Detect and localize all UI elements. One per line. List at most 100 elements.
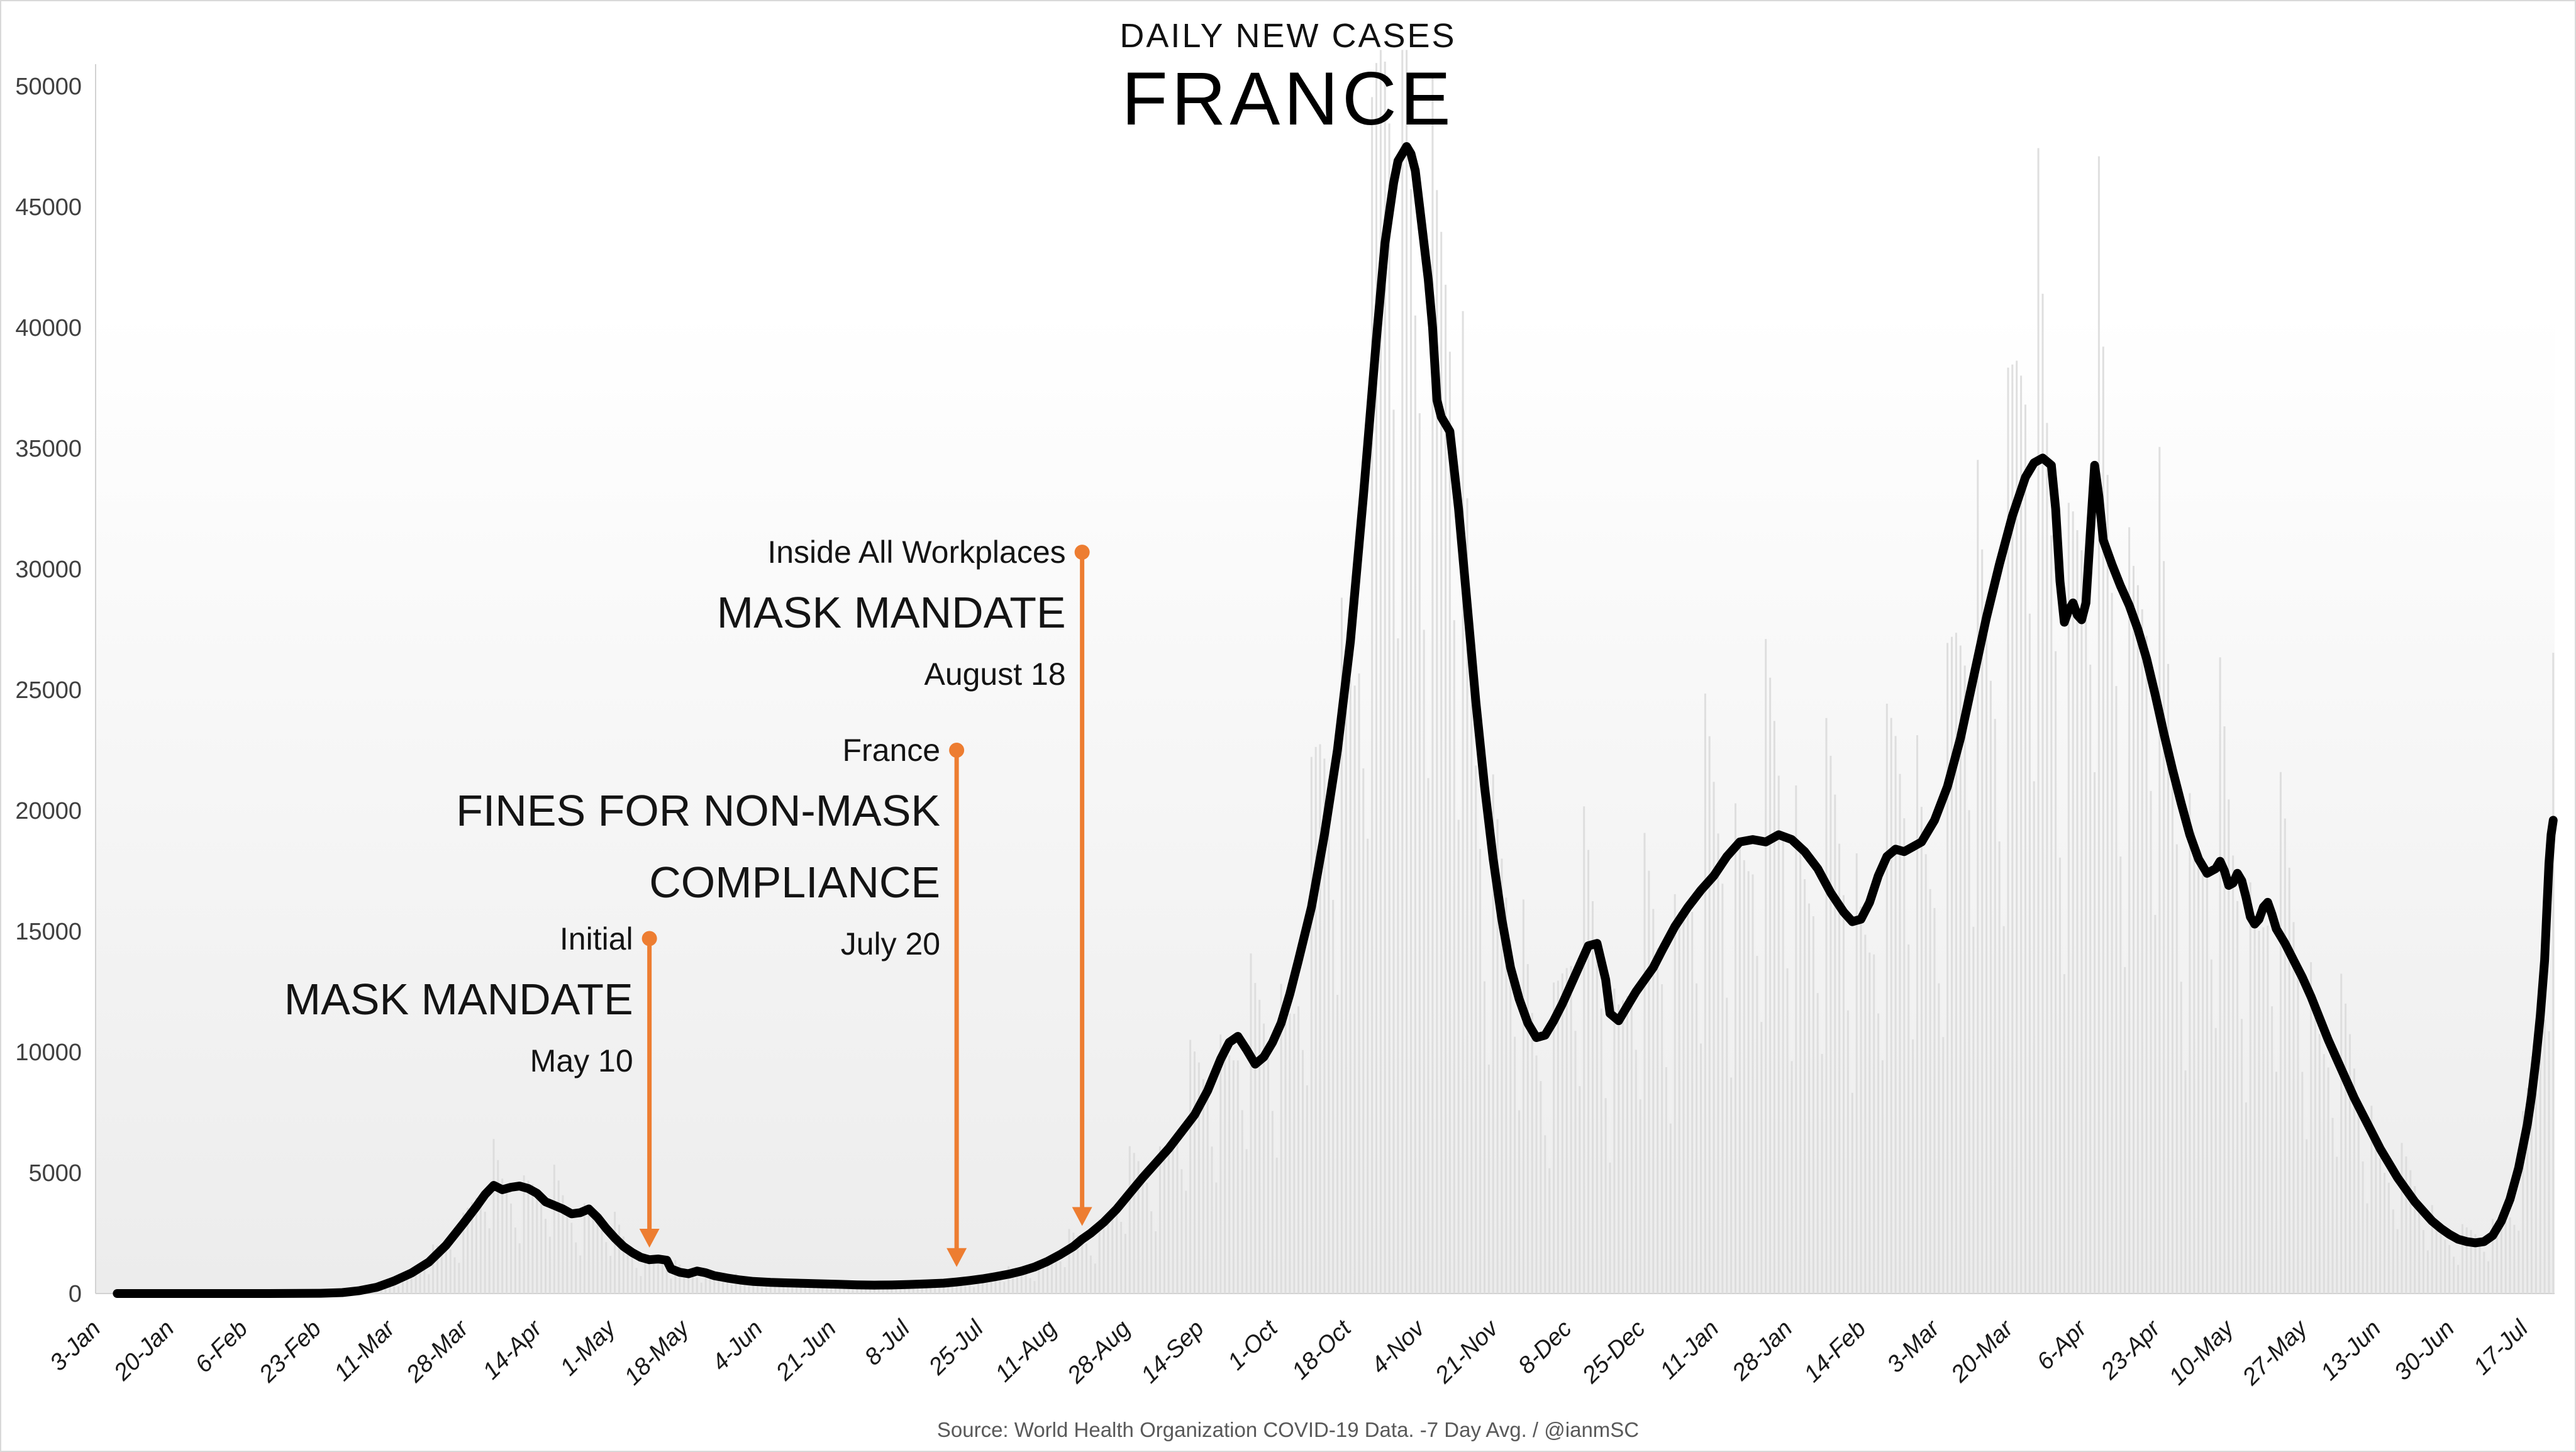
daily-bar [1553, 982, 1555, 1294]
daily-bar [1314, 746, 1317, 1294]
daily-bar [596, 1217, 599, 1294]
daily-bar [838, 1285, 841, 1294]
daily-bar [661, 1261, 663, 1294]
daily-bar [2184, 1070, 2187, 1294]
daily-bar [2080, 550, 2083, 1294]
daily-bar [2020, 375, 2023, 1294]
daily-bar [1085, 1243, 1087, 1294]
daily-bar [1747, 871, 1750, 1294]
daily-bar [2267, 925, 2269, 1294]
daily-bar [410, 1269, 413, 1294]
daily-bar [2050, 535, 2053, 1294]
daily-bar [2111, 592, 2113, 1294]
daily-bar [1838, 843, 1841, 1294]
daily-bar [1475, 765, 1477, 1294]
daily-bar [1894, 736, 1897, 1294]
daily-bar [1977, 460, 1979, 1294]
daily-bar [2041, 294, 2044, 1294]
daily-bar [1263, 1023, 1265, 1294]
y-tick-label: 20000 [15, 798, 82, 824]
daily-bar [1929, 889, 1931, 1294]
daily-bar [1012, 1268, 1014, 1294]
daily-bar [2444, 1239, 2446, 1294]
daily-bar [657, 1261, 659, 1294]
daily-bar [761, 1287, 763, 1294]
daily-bar [709, 1274, 711, 1294]
daily-bar [2479, 1238, 2481, 1294]
daily-bar [2154, 914, 2157, 1294]
daily-bar [1657, 948, 1659, 1294]
daily-bar [2448, 1244, 2451, 1294]
daily-bar [579, 1255, 582, 1294]
daily-bar [2206, 877, 2208, 1294]
daily-bar [2440, 1231, 2442, 1294]
x-tick-label: 18-Oct [1287, 1315, 1357, 1385]
daily-bar [479, 1194, 482, 1294]
daily-bar [1236, 1060, 1239, 1294]
daily-bar [1141, 1172, 1144, 1294]
daily-bar [2223, 726, 2226, 1294]
daily-bar [640, 1276, 642, 1294]
daily-bar [419, 1265, 421, 1294]
daily-bar [2163, 561, 2165, 1294]
daily-bar [1267, 1045, 1269, 1294]
y-tick-label: 5000 [28, 1160, 82, 1187]
daily-bar [2076, 530, 2079, 1294]
x-axis-labels: 3-Jan 20-Jan 6-Feb 23-Feb 11-Mar 28-Mar 14-Apr… [45, 1314, 2534, 1390]
daily-bar [1250, 953, 1252, 1294]
daily-bar [1302, 1050, 1304, 1294]
daily-bar [2189, 793, 2191, 1294]
daily-bar [2362, 1161, 2364, 1294]
daily-bar [2379, 1158, 2382, 1294]
daily-bar [743, 1277, 746, 1294]
daily-bar [1077, 1235, 1079, 1294]
daily-bar [2106, 475, 2109, 1294]
annotation-dot-icon [949, 743, 965, 758]
x-tick-label: 18-May [619, 1314, 696, 1390]
daily-bar [2487, 1261, 2490, 1294]
annotation-context-label: France [842, 733, 941, 768]
x-tick-label: 8-Jul [860, 1315, 916, 1371]
daily-bar [847, 1287, 850, 1294]
daily-bar [1042, 1260, 1045, 1294]
daily-bar [1669, 1123, 1672, 1294]
daily-bar [1466, 498, 1468, 1294]
daily-bar [2435, 1220, 2438, 1294]
daily-bar [501, 1178, 504, 1294]
daily-bar [1735, 803, 1736, 1294]
daily-bar [2301, 1072, 2304, 1294]
daily-bar [2097, 156, 2100, 1294]
daily-bar [622, 1236, 625, 1294]
daily-bar [626, 1246, 629, 1294]
daily-bar [1713, 782, 1715, 1294]
daily-bar [1440, 231, 1443, 1294]
daily-bar [1332, 900, 1335, 1294]
daily-bar [514, 1228, 516, 1294]
daily-bar [1868, 952, 1871, 1294]
daily-bar [1687, 914, 1689, 1294]
daily-bar [1496, 819, 1499, 1294]
daily-bar [1851, 1092, 1853, 1294]
x-tick-label: 11-Jan [1655, 1316, 1724, 1385]
daily-bar [1124, 1234, 1126, 1294]
daily-bar [782, 1284, 785, 1294]
daily-bar [2011, 364, 2014, 1294]
x-tick-label: 28-Aug [1062, 1316, 1136, 1389]
daily-bar [1388, 123, 1391, 1294]
daily-bar [1414, 315, 1416, 1294]
daily-bar [1102, 1219, 1105, 1294]
daily-bar [389, 1284, 391, 1294]
daily-bar [531, 1184, 534, 1294]
daily-bar [1059, 1261, 1062, 1294]
chart-subtitle: DAILY NEW CASES [1119, 17, 1457, 55]
daily-bar [1899, 773, 1901, 1294]
daily-bar [1700, 1043, 1702, 1294]
daily-bar [1258, 999, 1261, 1294]
daily-bar [2128, 527, 2131, 1294]
daily-bar [757, 1285, 759, 1294]
daily-bar [1319, 744, 1321, 1294]
daily-bar [2530, 1056, 2533, 1294]
x-tick-label: 25-Dec [1577, 1316, 1650, 1389]
daily-bar [835, 1285, 836, 1294]
